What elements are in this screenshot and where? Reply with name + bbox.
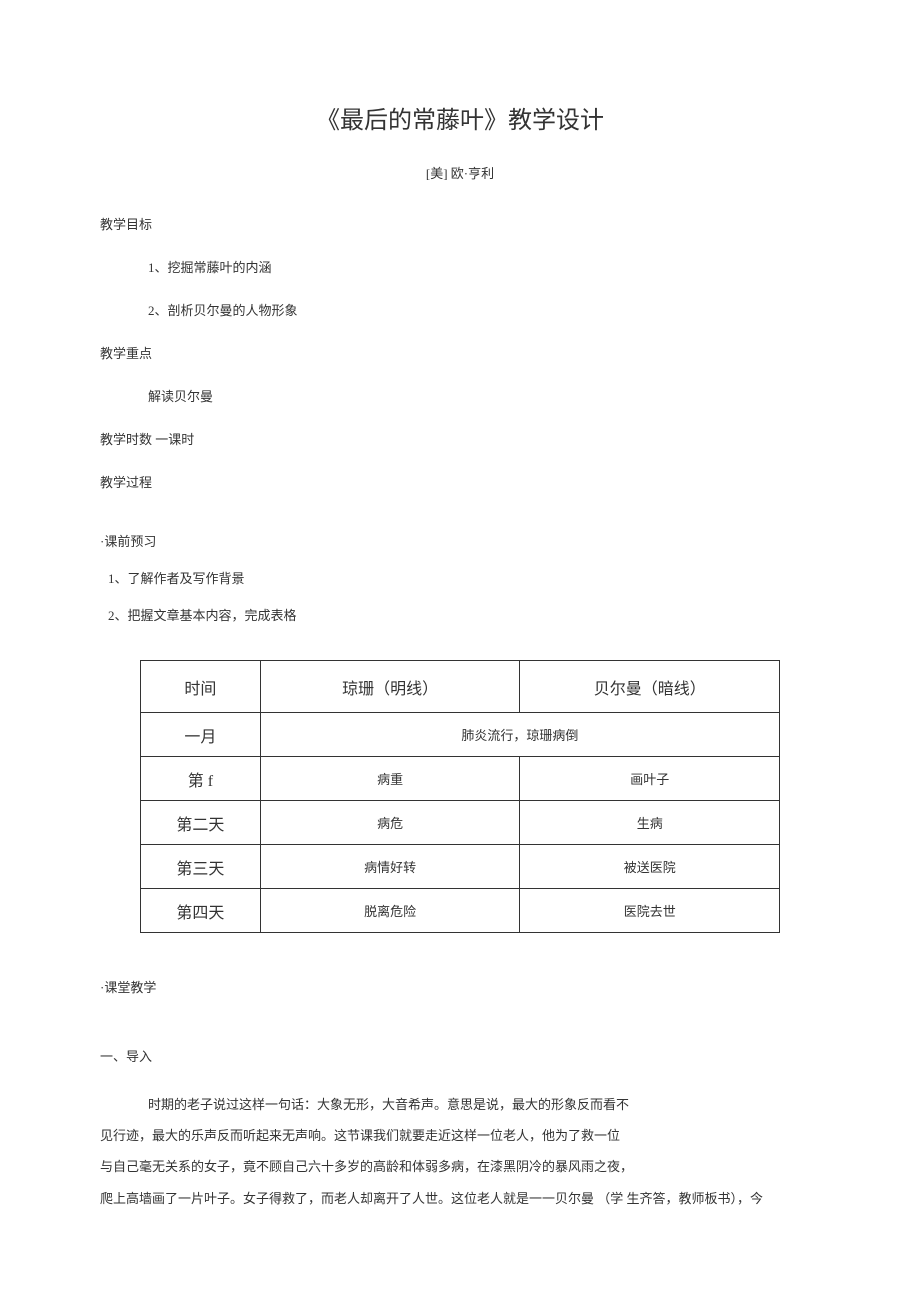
table-cell-main: 脱离危险	[260, 889, 520, 933]
intro-body-line: 与自己毫无关系的女子，竟不顾自己六十多岁的高龄和体弱多病，在漆黑阴冷的暴风雨之夜…	[100, 1151, 820, 1182]
focus-heading: 教学重点	[100, 343, 820, 362]
document-title: 《最后的常藤叶》教学设计	[100, 100, 820, 135]
table-header-main: 琼珊（明线）	[260, 661, 520, 713]
table-cell-sub: 被送医院	[520, 845, 780, 889]
table-row: 第四天 脱离危险 医院去世	[141, 889, 780, 933]
table-header-sub: 贝尔曼（暗线）	[520, 661, 780, 713]
table-row: 第二天 病危 生病	[141, 801, 780, 845]
prep-item: 2、把握文章基本内容，完成表格	[100, 605, 820, 624]
duration-heading: 教学时数 一课时	[100, 429, 820, 448]
intro-body-line: 时期的老子说过这样一句话：大象无形，大音希声。意思是说，最大的形象反而看不	[100, 1089, 820, 1120]
table-cell-sub: 医院去世	[520, 889, 780, 933]
table-row: 第 f 病重 画叶子	[141, 757, 780, 801]
table-cell-time: 第 f	[141, 757, 261, 801]
intro-heading: 一、导入	[100, 1046, 820, 1065]
focus-content: 解读贝尔曼	[100, 386, 820, 405]
objectives-heading: 教学目标	[100, 214, 820, 233]
prep-heading: ·课前预习	[100, 531, 820, 550]
table-header-time: 时间	[141, 661, 261, 713]
table-cell-main: 病危	[260, 801, 520, 845]
table-header-row: 时间 琼珊（明线） 贝尔曼（暗线）	[141, 661, 780, 713]
intro-body-line: 爬上高墙画了一片叶子。女子得救了，而老人却离开了人世。这位老人就是一一贝尔曼 （…	[100, 1183, 820, 1214]
table-cell-merged: 肺炎流行，琼珊病倒	[260, 713, 779, 757]
table-cell-time: 第三天	[141, 845, 261, 889]
plot-table: 时间 琼珊（明线） 贝尔曼（暗线） 一月 肺炎流行，琼珊病倒 第 f 病重 画叶…	[140, 660, 780, 933]
table-cell-time: 第四天	[141, 889, 261, 933]
prep-item: 1、了解作者及写作背景	[100, 568, 820, 587]
table-cell-time: 第二天	[141, 801, 261, 845]
table-cell-time: 一月	[141, 713, 261, 757]
table-cell-sub: 生病	[520, 801, 780, 845]
objective-item: 2、剖析贝尔曼的人物形象	[100, 300, 820, 319]
table-row: 第三天 病情好转 被送医院	[141, 845, 780, 889]
objective-item: 1、挖掘常藤叶的内涵	[100, 257, 820, 276]
table-cell-sub: 画叶子	[520, 757, 780, 801]
table-row: 一月 肺炎流行，琼珊病倒	[141, 713, 780, 757]
table-cell-main: 病情好转	[260, 845, 520, 889]
process-heading: 教学过程	[100, 472, 820, 491]
table-cell-main: 病重	[260, 757, 520, 801]
author-line: [美] 欧·亨利	[100, 163, 820, 182]
intro-body-line: 见行迹，最大的乐声反而听起来无声响。这节课我们就要走近这样一位老人，他为了救一位	[100, 1120, 820, 1151]
classroom-heading: ·课堂教学	[100, 977, 820, 996]
